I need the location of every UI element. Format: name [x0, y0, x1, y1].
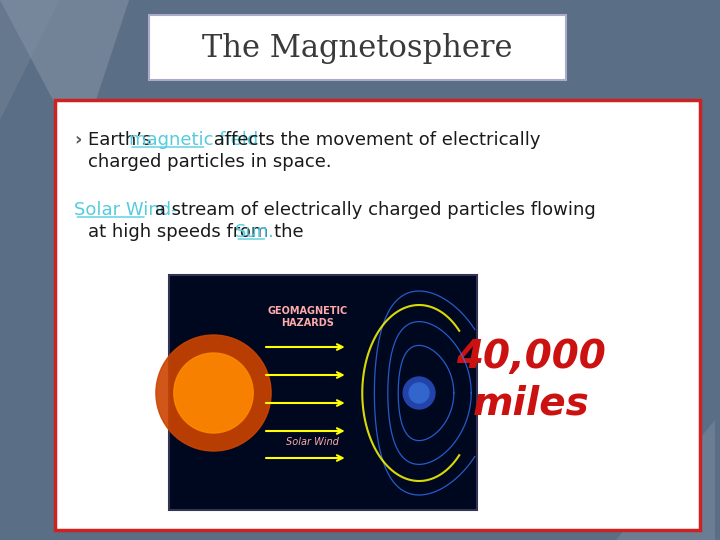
Circle shape [174, 353, 253, 433]
FancyBboxPatch shape [55, 100, 700, 530]
Text: GEOMAGNETIC
HAZARDS: GEOMAGNETIC HAZARDS [268, 306, 348, 328]
Text: Sun.: Sun. [235, 223, 275, 241]
Text: 40,000
miles: 40,000 miles [456, 338, 606, 422]
Circle shape [409, 383, 429, 403]
Text: a stream of electrically charged particles flowing: a stream of electrically charged particl… [149, 201, 595, 219]
Text: Earth’s: Earth’s [89, 131, 158, 149]
Circle shape [156, 335, 271, 451]
Polygon shape [0, 0, 60, 120]
Text: The Magnetosphere: The Magnetosphere [202, 32, 513, 64]
Text: ›: › [74, 131, 82, 149]
Polygon shape [616, 420, 715, 540]
Text: Solar Wind-: Solar Wind- [74, 201, 178, 219]
Text: charged particles in space.: charged particles in space. [89, 153, 332, 171]
FancyBboxPatch shape [168, 275, 477, 510]
FancyBboxPatch shape [149, 15, 566, 80]
Text: Solar Wind: Solar Wind [287, 437, 339, 447]
Polygon shape [0, 0, 129, 150]
Text: at high speeds from the: at high speeds from the [89, 223, 310, 241]
Text: affects the movement of electrically: affects the movement of electrically [207, 131, 540, 149]
Circle shape [403, 377, 435, 409]
Text: magnetic field: magnetic field [129, 131, 258, 149]
